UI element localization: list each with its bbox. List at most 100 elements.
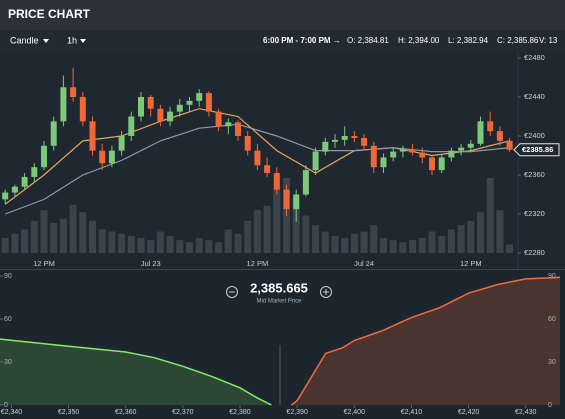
candle-body bbox=[361, 137, 368, 146]
x-tick-label: Jul 24 bbox=[354, 259, 374, 268]
candle-body bbox=[390, 151, 397, 158]
volume-bar bbox=[1, 238, 9, 253]
candle-body bbox=[370, 145, 377, 168]
volume-bar bbox=[59, 218, 67, 253]
volume: V: 13 bbox=[539, 36, 558, 45]
volume-bar bbox=[137, 238, 145, 253]
depth-fill bbox=[291, 277, 560, 405]
candle-body bbox=[41, 145, 47, 168]
y-tick-label: 90 bbox=[548, 273, 556, 280]
volume-bar bbox=[477, 212, 484, 253]
volume-bar bbox=[50, 223, 58, 253]
candle-body bbox=[351, 136, 358, 138]
volume-bar bbox=[127, 235, 135, 253]
candle-body bbox=[380, 157, 387, 168]
dropdown-arrow bbox=[43, 39, 49, 43]
candle-body bbox=[487, 121, 494, 132]
dropdown-arrow bbox=[80, 39, 86, 43]
candle-body bbox=[89, 121, 96, 151]
x-tick-label: €2,390 bbox=[286, 409, 308, 416]
interval-dropdown[interactable]: 1h bbox=[67, 35, 77, 45]
y-tick-label: €2280 bbox=[524, 248, 545, 257]
volume-bar bbox=[302, 215, 310, 253]
candle-body bbox=[128, 116, 135, 136]
candle-body bbox=[99, 150, 106, 164]
candle-body bbox=[477, 121, 484, 144]
candle-body bbox=[205, 93, 212, 112]
volume-bar bbox=[447, 229, 455, 253]
volume-bar bbox=[108, 231, 116, 253]
mid-price: 2,385.665 bbox=[250, 280, 308, 295]
candle-body bbox=[235, 122, 241, 136]
candle-body bbox=[157, 108, 164, 122]
y-tick-label: €2400 bbox=[524, 131, 545, 140]
x-tick-label: €2,430 bbox=[515, 409, 537, 416]
volume-bar bbox=[147, 240, 155, 253]
volume-bar bbox=[224, 229, 232, 253]
period: 6:00 PM - 7:00 PM → bbox=[263, 36, 341, 45]
volume-bar bbox=[399, 242, 407, 253]
volume-bar bbox=[486, 178, 494, 253]
y-tick-label: 0 bbox=[4, 402, 8, 409]
depth-line bbox=[290, 276, 561, 406]
candle-body bbox=[438, 157, 445, 171]
volume-bar bbox=[467, 220, 475, 253]
volume-bar bbox=[156, 231, 164, 253]
candle-body bbox=[186, 100, 193, 105]
x-tick-label: €2,380 bbox=[229, 409, 251, 416]
volume-bar bbox=[215, 242, 223, 253]
candle-body bbox=[196, 93, 203, 101]
candle-body bbox=[399, 149, 406, 152]
candle-body bbox=[332, 139, 338, 142]
zoom-out-button[interactable] bbox=[226, 286, 238, 298]
y-tick-label: 0 bbox=[548, 402, 552, 409]
candle-body bbox=[31, 167, 38, 177]
candle-body bbox=[283, 189, 290, 210]
volume-bar bbox=[380, 238, 387, 253]
candle-body bbox=[50, 121, 57, 146]
zoom-in-button[interactable] bbox=[320, 286, 332, 298]
volume-bar bbox=[166, 235, 174, 253]
x-tick-label: €2,410 bbox=[401, 409, 423, 416]
volume-bar bbox=[457, 225, 465, 253]
y-tick-label: 60 bbox=[548, 316, 556, 323]
volume-bar bbox=[21, 229, 29, 253]
x-tick-label: €2,370 bbox=[172, 409, 194, 416]
x-tick-label: 12 PM bbox=[247, 259, 269, 268]
depth-line bbox=[0, 338, 272, 406]
x-tick-label: €2,340 bbox=[1, 409, 23, 416]
header-bar bbox=[0, 0, 565, 30]
x-tick-label: €2,350 bbox=[58, 409, 80, 416]
volume-bar bbox=[331, 235, 339, 253]
candle-body bbox=[244, 136, 251, 151]
volume-bar bbox=[263, 205, 271, 253]
x-tick-label: €2,420 bbox=[458, 409, 480, 416]
volume-bar bbox=[350, 233, 358, 253]
open: O: 2,384.81 bbox=[347, 36, 389, 45]
candle-body bbox=[409, 149, 416, 153]
candle-body bbox=[79, 97, 86, 122]
candle-body bbox=[322, 141, 329, 152]
candle-body bbox=[2, 192, 9, 200]
high: H: 2,394.00 bbox=[398, 36, 440, 45]
volume-bar bbox=[438, 235, 446, 253]
candle-body bbox=[167, 111, 174, 122]
volume-bar bbox=[69, 204, 77, 253]
candle-body bbox=[341, 136, 348, 140]
candle-body bbox=[429, 157, 435, 171]
candle-body bbox=[118, 136, 125, 151]
volume-bar bbox=[273, 188, 281, 253]
candle-body bbox=[496, 131, 503, 141]
volume-bar bbox=[312, 225, 320, 253]
volume-bar bbox=[341, 238, 349, 253]
candle-body bbox=[254, 150, 261, 166]
chart-type-dropdown[interactable]: Candle bbox=[10, 35, 39, 45]
volume-bar bbox=[176, 240, 184, 253]
candle-body bbox=[264, 165, 271, 174]
volume-bar bbox=[409, 240, 417, 253]
volume-bar bbox=[186, 242, 193, 253]
chart-layer: €2280 €2320 €2360 €2400 €2440 €2480 12 PM Jul 2… bbox=[0, 53, 561, 416]
candle-body bbox=[506, 140, 513, 150]
low: L: 2,382.94 bbox=[448, 36, 489, 45]
